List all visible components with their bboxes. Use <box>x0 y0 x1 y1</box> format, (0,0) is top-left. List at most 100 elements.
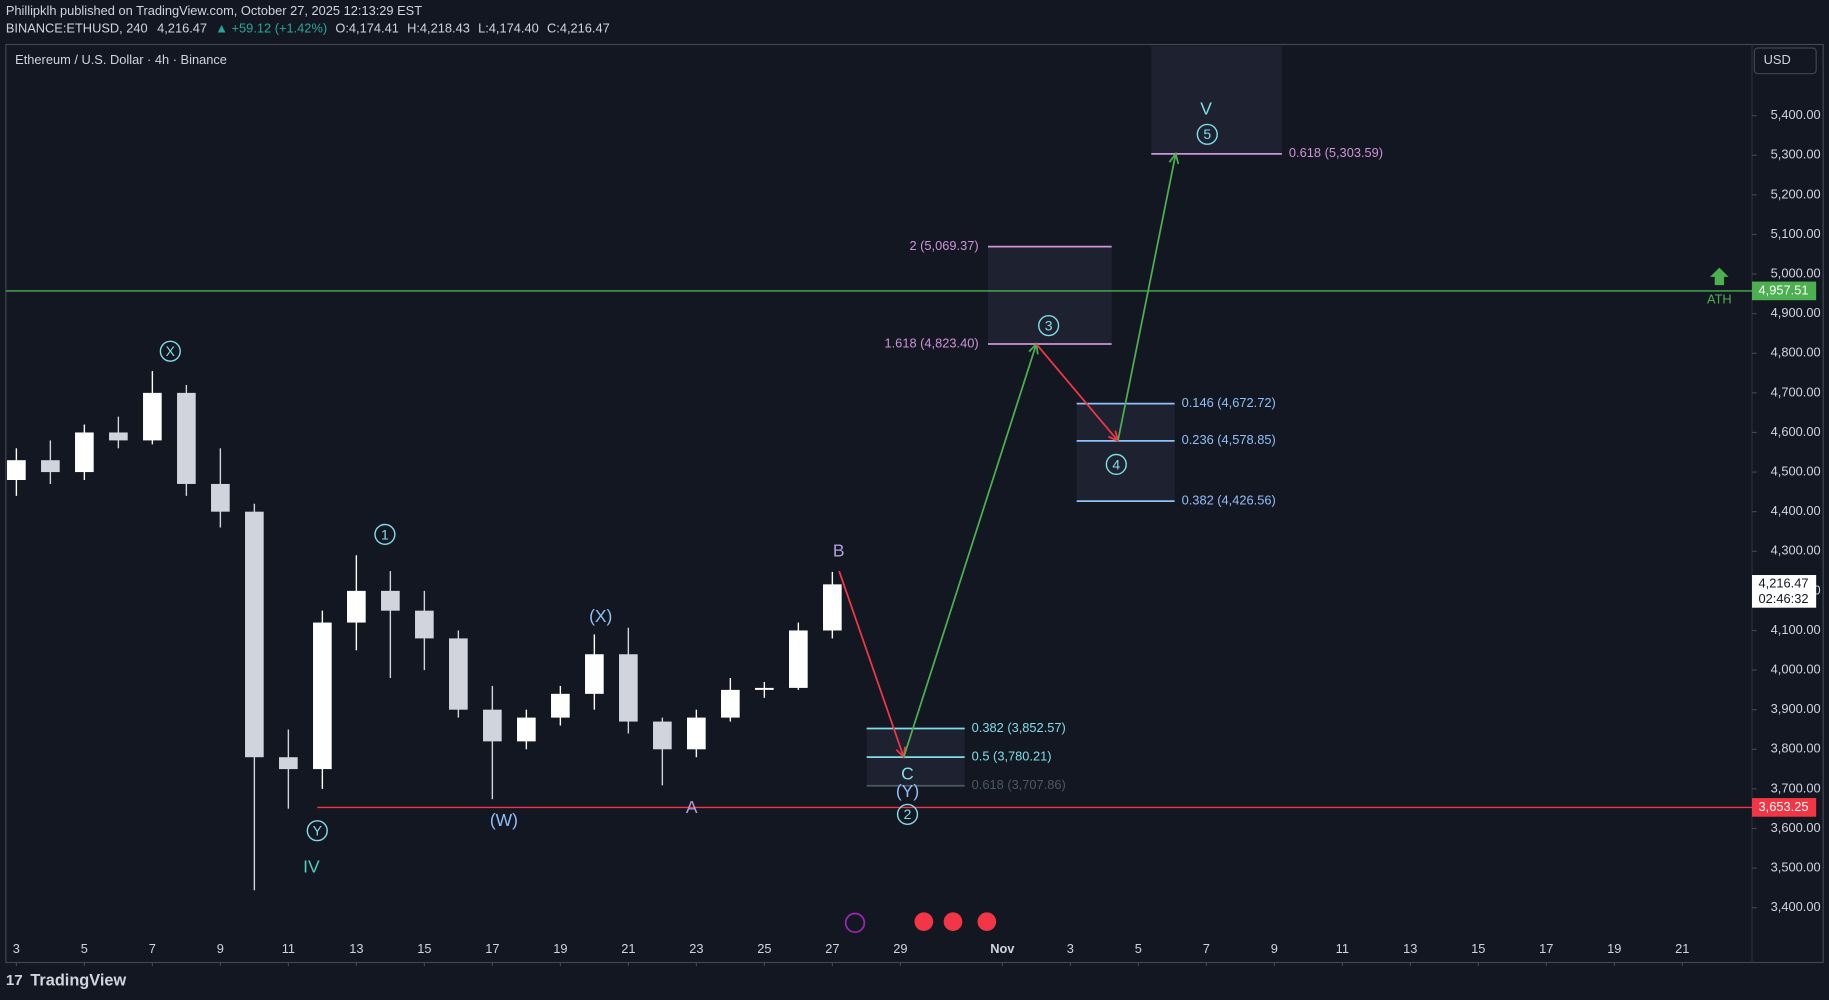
wave-label: V <box>1200 98 1212 118</box>
y-tick-label: 3,900.00 <box>1771 701 1821 716</box>
y-tick-label: 5,400.00 <box>1771 107 1821 122</box>
fib-label: 0.618 (3,707.86) <box>972 777 1066 792</box>
x-tick-label: 9 <box>1271 941 1278 956</box>
chart-title: Ethereum / U.S. Dollar · 4h · Binance <box>15 52 227 67</box>
x-tick-label: 19 <box>1607 941 1621 956</box>
candle-body <box>619 654 638 722</box>
fib-label: 1.618 (4,823.40) <box>884 335 978 350</box>
fib-label: 0.382 (3,852.57) <box>972 720 1066 735</box>
x-tick-label: 7 <box>149 941 156 956</box>
x-tick-label: 13 <box>1403 941 1417 956</box>
event-icon <box>943 912 963 932</box>
wave-label: X <box>166 343 176 359</box>
logo: 17 TradingView <box>6 971 127 989</box>
event-icon <box>844 912 866 934</box>
fib-label: 0.5 (3,780.21) <box>972 749 1052 764</box>
x-tick-label: 5 <box>1135 941 1142 956</box>
candle-body <box>653 721 672 750</box>
wave-circle <box>306 820 328 842</box>
y-tick-label: 4,900.00 <box>1771 305 1821 320</box>
y-tick-label: 4,600.00 <box>1771 424 1821 439</box>
wave-label: B <box>833 541 845 561</box>
footer-brand: TradingView <box>30 971 126 989</box>
event-icon <box>914 912 934 932</box>
y-tick-label: 3,400.00 <box>1771 899 1821 914</box>
candle-body <box>41 460 60 473</box>
wave-label: 4 <box>1112 456 1120 472</box>
candle-body <box>449 638 468 710</box>
projection-segment <box>1035 343 1119 442</box>
x-tick-label: 3 <box>13 941 20 956</box>
wave-label: IV <box>303 857 320 877</box>
wave-circle <box>896 803 919 825</box>
y-tick-label: 4,800.00 <box>1771 345 1821 360</box>
wave-circle <box>159 340 181 362</box>
target-zone <box>987 246 1112 345</box>
ath-arrow <box>1710 267 1729 286</box>
y-tick-label: 3,700.00 <box>1771 780 1821 795</box>
currency-button[interactable] <box>1753 47 1817 75</box>
y-tick-label: 5,300.00 <box>1771 147 1821 162</box>
y-tick-label: 4,300.00 <box>1771 543 1821 558</box>
y-tick-label: 4,100.00 <box>1771 622 1821 637</box>
fib-label: 0.146 (4,672.72) <box>1182 395 1276 410</box>
price-badge <box>1752 281 1817 301</box>
wave-circle <box>1105 453 1127 476</box>
currency[interactable]: USD <box>1764 52 1791 67</box>
y-tick-label: 5,100.00 <box>1771 226 1821 241</box>
x-tick-label: 15 <box>1471 941 1485 956</box>
fib-label: 2 (5,069.37) <box>909 238 978 253</box>
candle-body <box>551 693 570 718</box>
wave-label: (W) <box>490 810 518 830</box>
open: O:4,174.41 <box>335 21 398 36</box>
price-badge <box>1752 798 1817 817</box>
y-tick-label: 3,500.00 <box>1771 859 1821 874</box>
fib-label: 0.236 (4,578.85) <box>1182 432 1276 447</box>
low: L:4,174.40 <box>478 21 539 36</box>
candle-body <box>721 689 740 718</box>
candle-body <box>517 717 536 742</box>
x-tick-label: 7 <box>1203 941 1210 956</box>
fib-label: 0.382 (4,426.56) <box>1182 493 1276 508</box>
last-price-label: 4,216.47 <box>1759 576 1809 591</box>
last-price-badge <box>1752 575 1817 608</box>
event-icons <box>844 912 997 934</box>
x-tick-label: 3 <box>1067 941 1074 956</box>
y-tick-label: 4,700.00 <box>1771 384 1821 399</box>
wave-label: 1 <box>381 526 389 542</box>
x-tick-label: 15 <box>417 941 431 956</box>
wave-label: Y <box>313 823 323 839</box>
wave-circle <box>1038 315 1060 337</box>
wave-label: C <box>901 763 914 783</box>
symbol-line: BINANCE:ETHUSD, 240 4,216.47 ▲ +59.12 (+… <box>6 21 610 36</box>
fib-label: 0.618 (5,303.59) <box>1289 145 1383 160</box>
wave-label: (Y) <box>896 781 919 801</box>
x-tick-label: 11 <box>1336 941 1349 956</box>
arrow-head <box>1107 430 1120 443</box>
wave-label: 3 <box>1045 317 1053 333</box>
candle-body <box>211 483 230 512</box>
countdown: 02:46:32 <box>1759 591 1809 606</box>
x-tick-label: 21 <box>621 941 635 956</box>
price-badge-label: 3,653.25 <box>1759 799 1809 814</box>
x-tick-label: 17 <box>485 941 499 956</box>
y-tick-label: 3,600.00 <box>1771 820 1821 835</box>
x-tick-label: Nov <box>990 941 1015 956</box>
x-tick-label: 23 <box>689 941 703 956</box>
candle-body <box>143 392 162 441</box>
candle-body <box>415 610 434 639</box>
x-tick-label: 29 <box>893 941 907 956</box>
candle-body <box>347 590 366 623</box>
y-tick-label: 5,000.00 <box>1771 265 1821 280</box>
target-zone <box>1076 403 1175 502</box>
wave-label: (X) <box>589 606 612 626</box>
candle-body <box>687 717 706 750</box>
arrow-head <box>1168 151 1180 165</box>
x-tick-label: 27 <box>825 941 839 956</box>
wave-circle <box>374 523 396 546</box>
change: ▲ +59.12 (+1.42%) <box>215 21 327 36</box>
high: H:4,218.43 <box>407 21 470 36</box>
